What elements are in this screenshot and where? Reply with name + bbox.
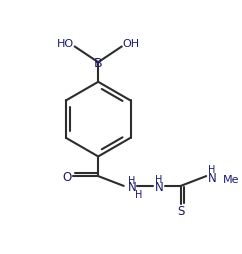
Text: H: H (155, 174, 163, 184)
Text: N: N (155, 181, 164, 194)
Text: Me: Me (223, 174, 239, 184)
Text: B: B (94, 56, 103, 69)
Text: H: H (135, 189, 142, 199)
Text: OH: OH (122, 38, 139, 48)
Text: N: N (128, 181, 136, 194)
Text: O: O (62, 170, 71, 183)
Text: HO: HO (57, 38, 74, 48)
Text: H: H (208, 165, 216, 174)
Text: S: S (177, 204, 184, 217)
Text: H: H (128, 175, 135, 185)
Text: N: N (208, 171, 217, 184)
